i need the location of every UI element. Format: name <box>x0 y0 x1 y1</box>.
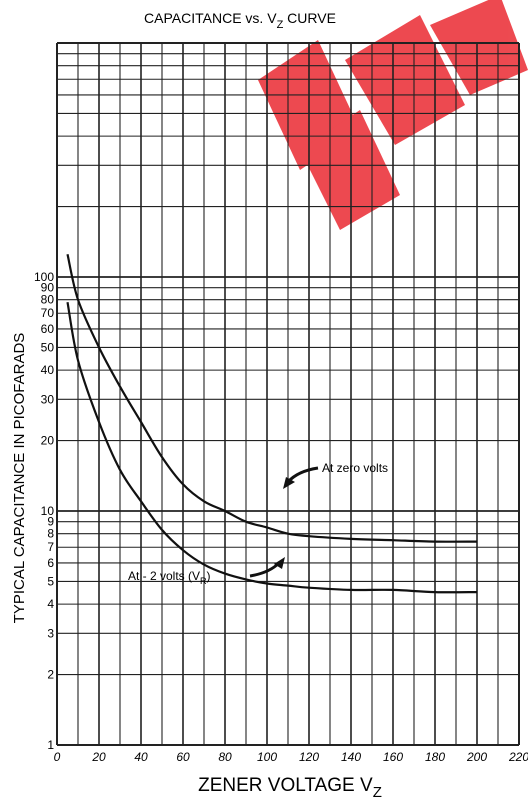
annotation-arrowhead-minus2-volts <box>274 557 285 569</box>
y-axis-label: TYPICAL CAPACITANCE IN PICOFARADS <box>11 333 28 624</box>
chart-grid <box>56 42 520 746</box>
x-tick-label: 180 <box>425 750 445 764</box>
y-tick-label: 90 <box>41 281 55 295</box>
x-tick-label: 220 <box>508 750 528 764</box>
annotation-minus2-volts: At - 2 volts (VR) <box>128 569 211 586</box>
x-axis-label-subscript: Z <box>373 784 382 801</box>
y-tick-label: 2 <box>47 668 54 682</box>
x-tick-label: 100 <box>257 750 277 764</box>
x-tick-label: 80 <box>218 750 232 764</box>
y-tick-label: 7 <box>47 540 54 554</box>
curve-zero-volts <box>66 254 478 543</box>
y-tick-label: 6 <box>47 556 54 570</box>
y-tick-label: 8 <box>47 527 54 541</box>
watermark-stripe-4 <box>430 0 528 95</box>
annotation-minus2-tail: ) <box>207 569 211 583</box>
x-tick-label: 160 <box>383 750 403 764</box>
annotation-zero-volts: At zero volts <box>322 461 388 475</box>
annotation-minus2-subscript: R <box>200 576 207 586</box>
y-tick-label: 4 <box>47 597 54 611</box>
x-tick-label: 0 <box>54 750 61 764</box>
y-tick-label: 80 <box>41 293 55 307</box>
y-tick-label: 5 <box>47 574 54 588</box>
y-tick-label: 70 <box>41 306 55 320</box>
y-tick-label: 30 <box>41 392 55 406</box>
x-tick-label: 200 <box>466 750 487 764</box>
watermark-stripe-2 <box>300 110 400 230</box>
y-tick-label: 1 <box>47 738 54 752</box>
y-tick-label: 9 <box>47 515 54 529</box>
curve-minus2-volts <box>66 301 478 594</box>
annotation-minus2-main: At - 2 volts (V <box>128 569 200 583</box>
y-tick-label: 10 <box>41 504 55 518</box>
annotation-arrow-minus2-volts <box>249 561 281 578</box>
x-axis-label-main: ZENER VOLTAGE V <box>198 775 373 796</box>
x-axis-label: ZENER VOLTAGE VZ <box>198 775 382 801</box>
annotation-arrow-zero-volts <box>286 466 319 484</box>
y-tick-label: 20 <box>41 434 55 448</box>
y-tick-label: 50 <box>41 340 55 354</box>
y-tick-label: 100 <box>34 270 54 284</box>
chart-title-subscript: Z <box>277 19 284 31</box>
chart-curves <box>66 254 478 594</box>
y-tick-label: 40 <box>41 363 55 377</box>
y-tick-label: 60 <box>41 322 55 336</box>
x-tick-label: 60 <box>176 750 190 764</box>
x-tick-label: 20 <box>91 750 106 764</box>
x-tick-label: 40 <box>134 750 148 764</box>
annotation-arrowhead-zero-volts <box>283 477 295 489</box>
y-tick-label: 3 <box>47 626 54 640</box>
x-axis-ticks: 0 20 40 60 80 100 120 140 160 180 200 220 <box>54 750 528 764</box>
x-tick-label: 120 <box>299 750 319 764</box>
chart-title-tail: CURVE <box>283 10 336 26</box>
chart-title-main: CAPACITANCE vs. V <box>144 10 277 26</box>
x-tick-label: 140 <box>341 750 361 764</box>
chart-title: CAPACITANCE vs. VZ CURVE <box>144 10 336 31</box>
